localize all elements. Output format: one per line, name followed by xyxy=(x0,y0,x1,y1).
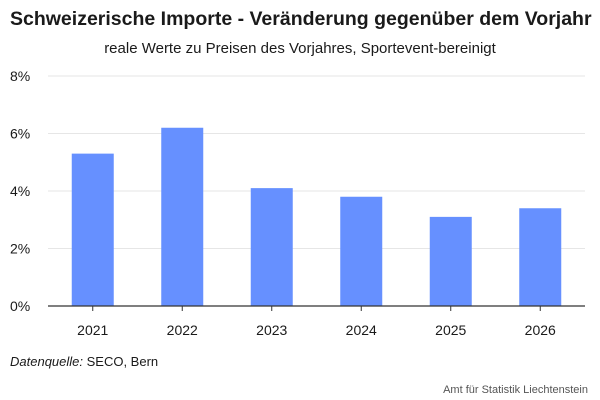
y-tick-label: 6% xyxy=(10,126,30,142)
y-tick-label: 2% xyxy=(10,241,30,257)
source-value: SECO, Bern xyxy=(83,354,159,369)
publisher-credit: Amt für Statistik Liechtenstein xyxy=(443,384,588,396)
x-tick-label: 2021 xyxy=(77,322,108,338)
bar xyxy=(250,188,293,306)
x-tick-label: 2026 xyxy=(525,322,556,338)
x-tick-label: 2024 xyxy=(346,322,377,338)
x-tick-label: 2025 xyxy=(435,322,466,338)
y-tick-label: 0% xyxy=(10,298,30,314)
x-tick-label: 2023 xyxy=(256,322,287,338)
bar xyxy=(519,208,562,306)
chart-title: Schweizerische Importe - Veränderung geg… xyxy=(10,8,592,30)
source-label: Datenquelle: xyxy=(10,354,83,369)
data-source: Datenquelle: SECO, Bern xyxy=(10,354,158,369)
bar xyxy=(71,153,114,306)
x-tick-label: 2022 xyxy=(167,322,198,338)
chart-subtitle: reale Werte zu Preisen des Vorjahres, Sp… xyxy=(104,40,496,57)
bar xyxy=(429,216,472,306)
y-tick-label: 8% xyxy=(10,68,30,84)
bar xyxy=(161,127,204,306)
y-tick-label: 4% xyxy=(10,183,30,199)
bar xyxy=(340,196,383,306)
